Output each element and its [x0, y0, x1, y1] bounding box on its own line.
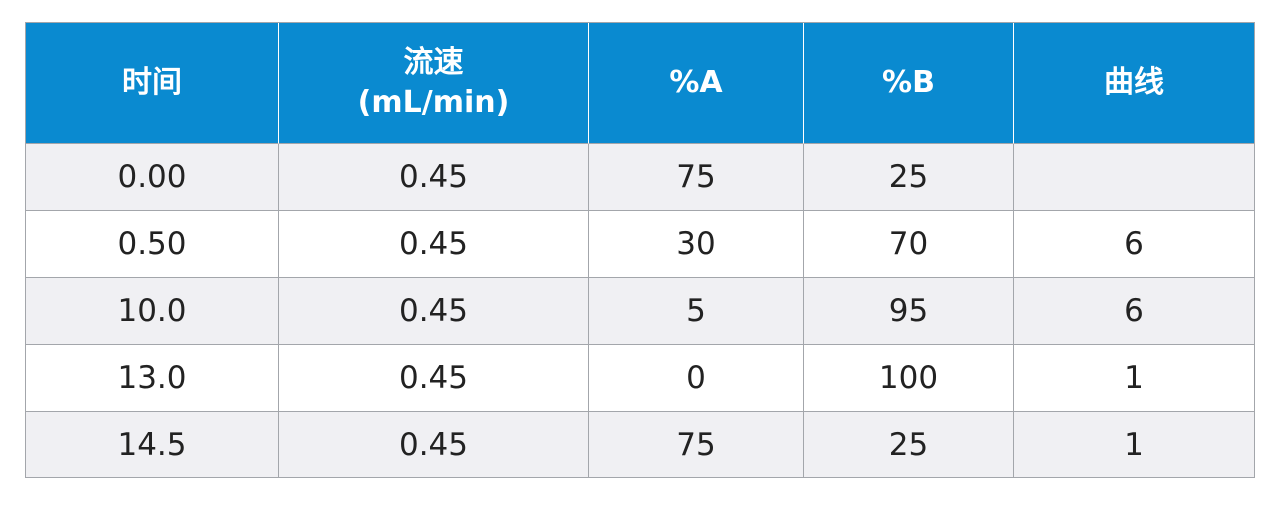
- table-cell: 1: [1014, 345, 1254, 412]
- header-cell: 时间: [26, 23, 279, 144]
- table-cell: 95: [804, 278, 1014, 345]
- header-cell: %A: [589, 23, 804, 144]
- table-cell: 75: [589, 144, 804, 211]
- gradient-table: 时间 流速 (mL/min) %A %B 曲线 0.00 0.45 75 25 0.50 0.45 3…: [25, 22, 1255, 478]
- table-cell: 0.45: [279, 278, 589, 345]
- table-cell: 0.45: [279, 144, 589, 211]
- table-cell: 100: [804, 345, 1014, 412]
- table-cell: 70: [804, 211, 1014, 278]
- table-cell: 0: [589, 345, 804, 412]
- table-cell: 75: [589, 412, 804, 477]
- table-cell: 6: [1014, 278, 1254, 345]
- header-cell: %B: [804, 23, 1014, 144]
- table-cell: 0.45: [279, 345, 589, 412]
- table-cell: 0.00: [26, 144, 279, 211]
- table-cell: 13.0: [26, 345, 279, 412]
- table-cell: [1014, 144, 1254, 211]
- table-cell: 0.45: [279, 211, 589, 278]
- table-cell: 5: [589, 278, 804, 345]
- table-cell: 25: [804, 144, 1014, 211]
- table-cell: 1: [1014, 412, 1254, 477]
- table-cell: 25: [804, 412, 1014, 477]
- table-cell: 0.50: [26, 211, 279, 278]
- header-cell: 曲线: [1014, 23, 1254, 144]
- table-cell: 14.5: [26, 412, 279, 477]
- table-cell: 6: [1014, 211, 1254, 278]
- table-cell: 10.0: [26, 278, 279, 345]
- table-cell: 0.45: [279, 412, 589, 477]
- header-cell: 流速 (mL/min): [279, 23, 589, 144]
- table-cell: 30: [589, 211, 804, 278]
